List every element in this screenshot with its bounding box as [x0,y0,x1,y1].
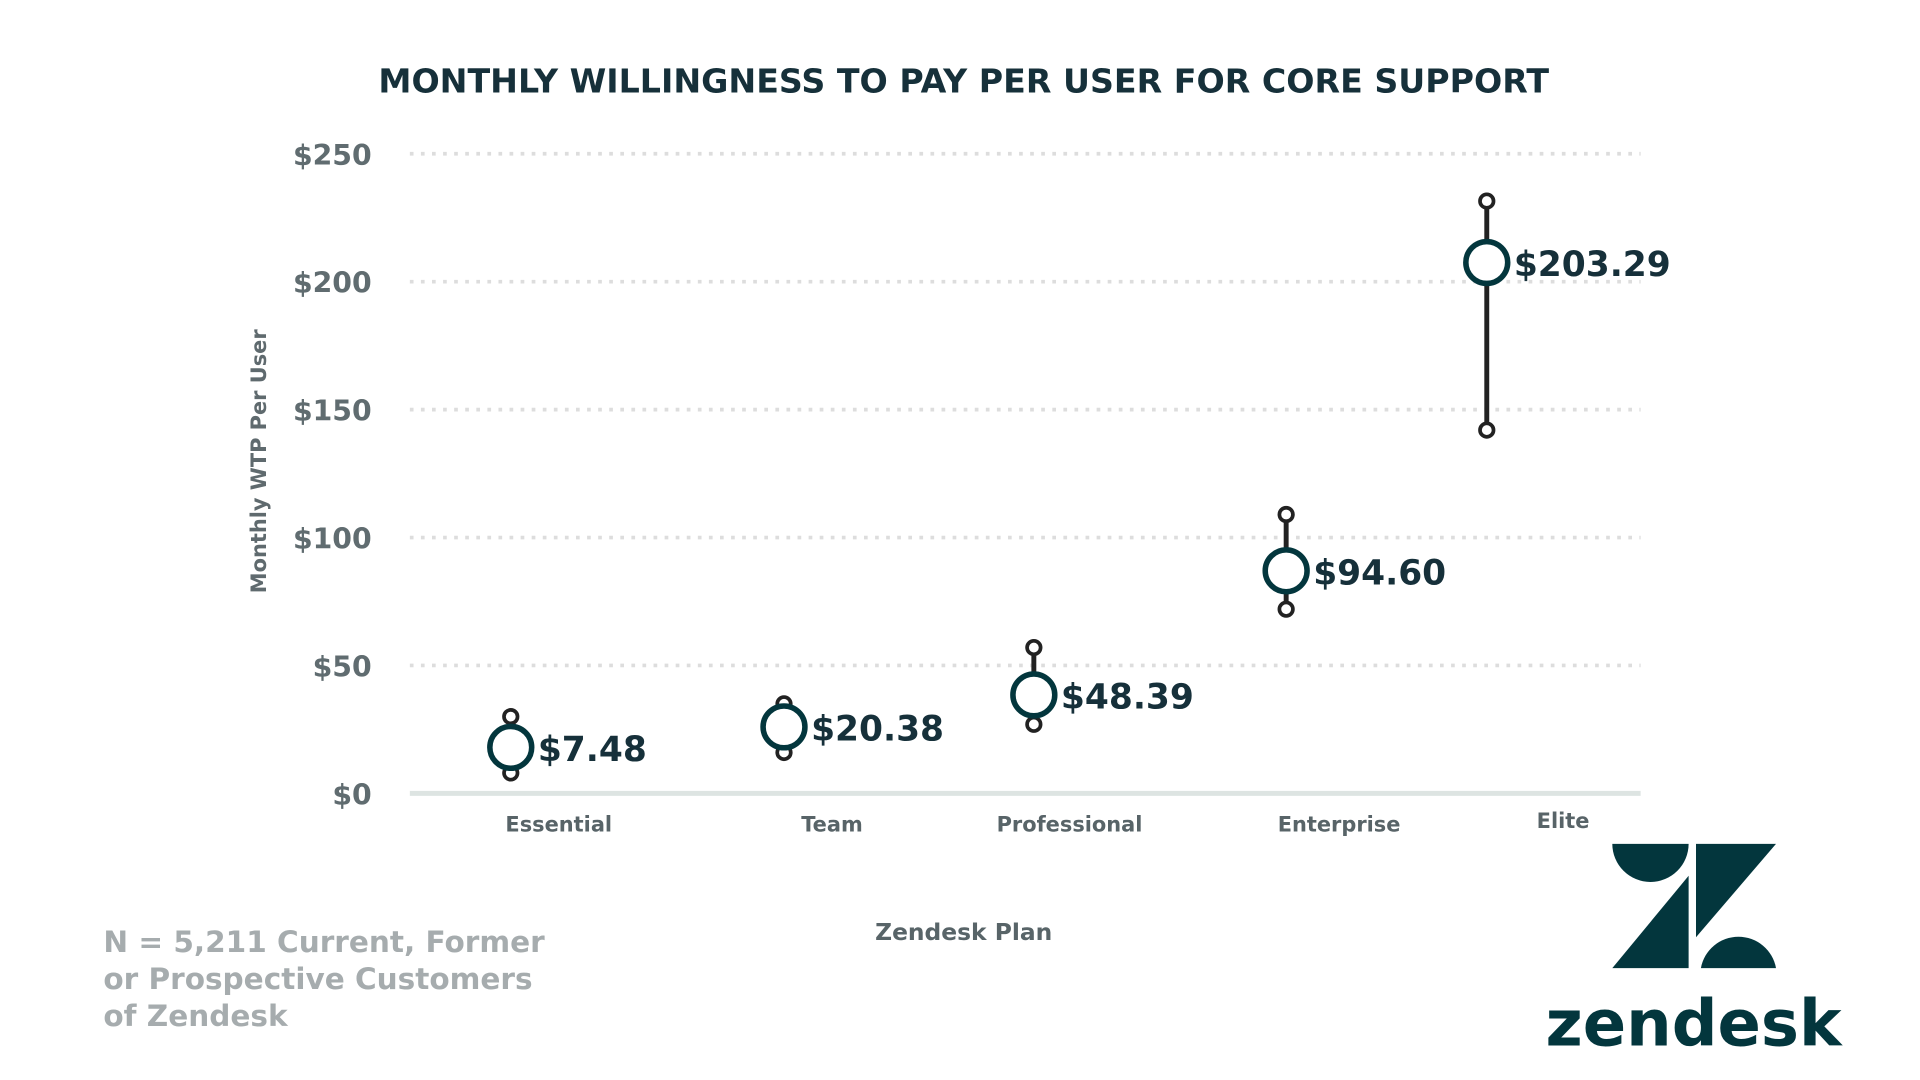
x-tick-label: Elite [1537,809,1590,833]
data-point-essential: $7.48 [487,708,647,782]
data-points: $7.48 $20.38 $48.39 $94.60 $203.29 [487,192,1671,782]
footnote: N = 5,211 Current, Former or Prospective… [103,925,545,1033]
y-tick-label: $50 [313,651,372,684]
range-low-marker [1025,715,1043,733]
chart-title: MONTHLY WILLINGNESS TO PAY PER USER FOR … [378,61,1549,100]
y-axis-label: Monthly WTP Per User [247,329,271,594]
y-tick-label: $0 [332,778,371,811]
footnote-line: of Zendesk [103,999,289,1033]
brand-name: zendesk [1546,988,1843,1062]
range-low-marker [1277,600,1295,618]
gridlines [409,151,1641,796]
y-ticks: $0 $50 $100 $150 $200 $250 [293,139,372,812]
value-marker [1463,238,1511,287]
data-label: $94.60 [1313,553,1446,593]
x-tick-label: Professional [997,813,1143,837]
y-tick-label: $150 [293,395,372,428]
data-label: $203.29 [1514,245,1671,285]
x-axis-label: Zendesk Plan [875,918,1052,946]
range-low-marker [1478,421,1496,439]
x-tick-label: Enterprise [1278,813,1401,837]
range-high-marker [1478,192,1496,210]
data-label: $7.48 [538,730,647,770]
range-high-marker [1025,638,1043,657]
y-tick-label: $250 [293,139,372,172]
footnote-line: N = 5,211 Current, Former [103,925,545,959]
data-point-team: $20.38 [760,695,944,762]
y-tick-label: $100 [293,523,372,556]
value-marker [1262,547,1310,595]
data-point-professional: $48.39 [1010,638,1194,733]
x-ticks: Essential Team Professional Enterprise Elite [505,809,1589,837]
footnote-line: or Prospective Customers [103,962,532,996]
data-point-enterprise: $94.60 [1262,505,1446,618]
value-marker [760,703,808,751]
value-marker [487,723,535,772]
data-label: $48.39 [1061,677,1194,717]
value-marker [1010,671,1058,719]
range-high-marker [1277,505,1295,524]
data-point-elite: $203.29 [1463,192,1671,439]
zendesk-logo-icon [1612,843,1776,969]
range-high-marker [502,708,520,726]
data-label: $20.38 [811,709,944,749]
y-tick-label: $200 [293,267,372,300]
x-tick-label: Team [801,813,863,837]
x-tick-label: Essential [505,813,612,837]
